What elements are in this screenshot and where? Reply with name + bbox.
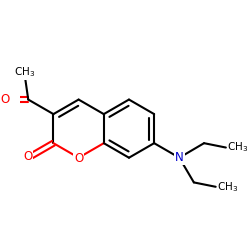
Text: O: O xyxy=(74,152,83,166)
Text: O: O xyxy=(23,150,32,164)
Text: O: O xyxy=(0,93,9,106)
Text: CH$_3$: CH$_3$ xyxy=(227,141,248,154)
Text: N: N xyxy=(175,151,184,164)
Text: CH$_3$: CH$_3$ xyxy=(14,65,35,79)
Text: CH$_3$: CH$_3$ xyxy=(217,180,238,194)
